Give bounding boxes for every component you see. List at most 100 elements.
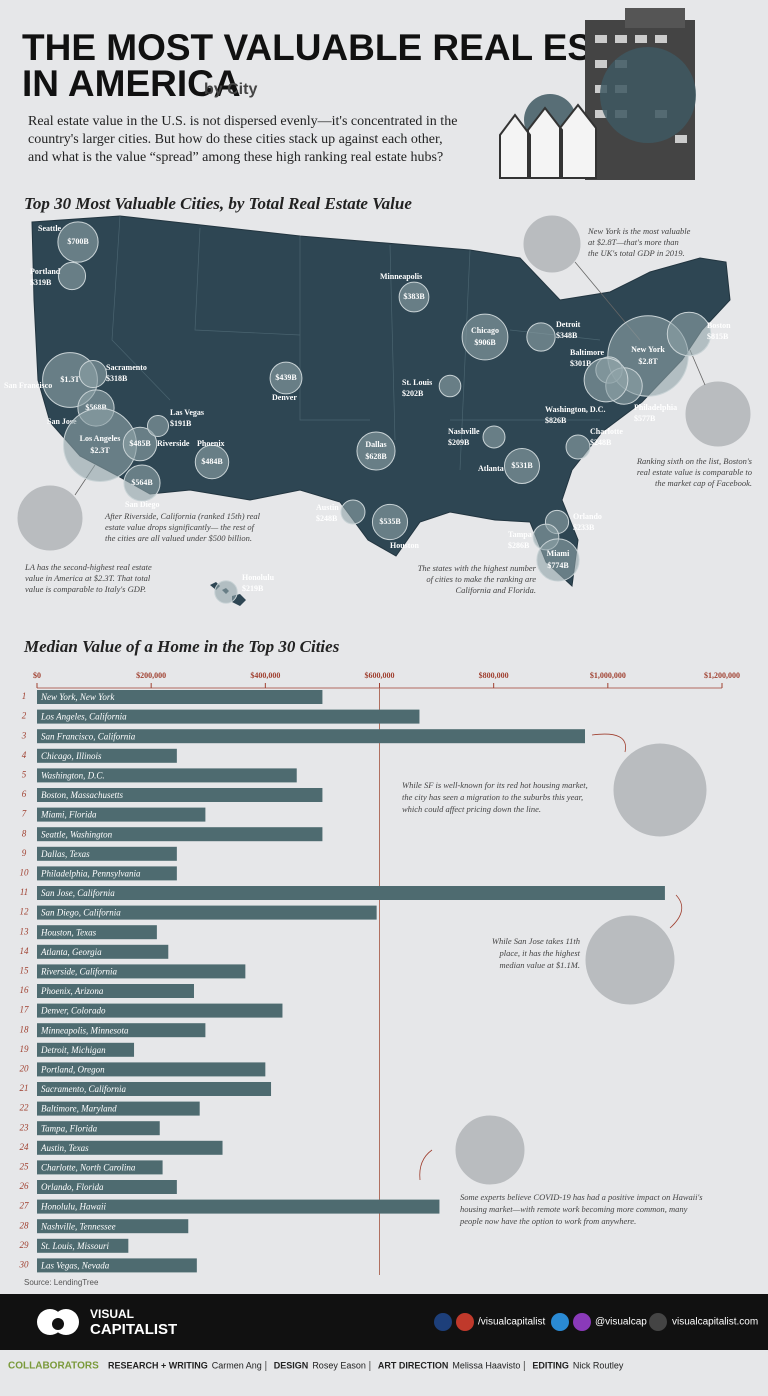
x-tick-label: $800,000	[479, 671, 509, 680]
rank: 7	[22, 809, 27, 819]
city-value: $383B	[403, 292, 425, 301]
city-value: $248B	[590, 438, 612, 447]
city-value: $826B	[545, 416, 567, 425]
x-tick-label: $1,000,000	[590, 671, 626, 680]
category-label: Boston, Massachusetts	[41, 790, 123, 800]
annotation: at $2.8T—that's more than	[588, 237, 679, 247]
credit-role: EDITING	[532, 1360, 569, 1370]
subtitle: by City	[204, 81, 257, 98]
bar	[37, 1258, 197, 1273]
social-link[interactable]: /visualcapitalist	[478, 1317, 545, 1328]
logo	[37, 1309, 79, 1335]
city-value: $348B	[556, 331, 578, 340]
title: IN AMERICA	[22, 63, 241, 104]
bar	[37, 1062, 266, 1077]
rank: 6	[22, 789, 27, 799]
bar	[37, 1180, 177, 1194]
annotation: After Riverside, California (ranked 15th…	[104, 511, 261, 521]
city-value: $319B	[30, 278, 52, 287]
city-bubble	[398, 281, 430, 313]
annotation: real estate value is comparable to	[637, 467, 752, 477]
social-link[interactable]: @visualcap	[595, 1317, 647, 1328]
category-label: Dallas, Texas	[40, 849, 90, 859]
category-label: Philadelphia, Pennsylvania	[40, 868, 141, 878]
bar	[37, 709, 420, 724]
bar	[37, 1003, 283, 1018]
rank: 16	[20, 985, 30, 995]
annotation: Ranking sixth on the list, Boston's	[636, 456, 753, 466]
credit-name: Nick Routley	[573, 1360, 624, 1370]
city-value: $233B	[573, 523, 595, 532]
rank: 20	[20, 1063, 30, 1073]
city-value: $906B	[474, 338, 496, 347]
city-name: Las Vegas	[170, 408, 204, 417]
rank: 25	[20, 1161, 30, 1171]
annotation: While SF is well-known for its red hot h…	[402, 780, 588, 790]
section-title: Median Value of a Home in the Top 30 Cit…	[23, 637, 340, 656]
city-name: Orlando	[573, 512, 602, 521]
facebook-icon[interactable]	[434, 1313, 452, 1331]
annotation: While San Jose takes 11th	[492, 936, 580, 946]
instagram-icon[interactable]	[573, 1313, 591, 1331]
city-bubble	[536, 538, 580, 582]
annotation: housing market—with remote work becoming…	[460, 1204, 688, 1214]
city-bubble	[461, 313, 509, 361]
annotation: the cities are all valued under $500 bil…	[105, 533, 252, 543]
category-label: San Diego, California	[41, 908, 121, 918]
city-bubble	[526, 322, 556, 352]
category-label: Nashville, Tennessee	[40, 1221, 116, 1231]
city-name: Philadelphia	[634, 403, 677, 412]
bar	[37, 846, 177, 861]
annotation: which could affect pricing down the line…	[402, 804, 541, 814]
rank: 22	[20, 1103, 30, 1113]
bar	[37, 1023, 206, 1038]
city-name: San Jose	[47, 417, 77, 426]
bar	[37, 1199, 440, 1214]
credit-role: RESEARCH + WRITING	[108, 1360, 208, 1370]
city-name: San Diego	[125, 500, 159, 509]
annotation: the UK's total GDP in 2019.	[588, 248, 685, 258]
rank: 4	[22, 750, 27, 760]
city-name: Tampa	[508, 530, 532, 539]
city-value: $774B	[547, 561, 569, 570]
city-value: $531B	[511, 461, 533, 470]
rank: 27	[20, 1201, 30, 1211]
annotation: place, it has the highest	[498, 948, 580, 958]
category-label: San Francisco, California	[41, 731, 136, 741]
bar	[37, 984, 194, 998]
city-name: Houston	[390, 541, 419, 550]
rank: 24	[20, 1142, 30, 1152]
category-label: Washington, D.C.	[41, 770, 105, 780]
annotation: estate value drops significantly— the re…	[105, 522, 256, 532]
category-label: Los Angeles, California	[40, 712, 127, 722]
city-value: $700B	[67, 237, 89, 246]
city-name: Charlotte	[590, 427, 623, 436]
social-link[interactable]: visualcapitalist.com	[672, 1317, 758, 1328]
city-value: $577B	[634, 414, 656, 423]
category-label: Detroit, Michigan	[40, 1045, 106, 1055]
city-name: St. Louis	[402, 378, 432, 387]
rank: 28	[20, 1220, 30, 1230]
annotation: Some experts believe COVID-19 has had a …	[460, 1192, 703, 1202]
rank: 1	[22, 691, 27, 701]
city-name: Riverside	[157, 439, 190, 448]
category-label: Atlanta, Georgia	[40, 947, 102, 957]
web-icon[interactable]	[649, 1313, 667, 1331]
city-bubble	[565, 434, 591, 460]
twitter-icon[interactable]	[551, 1313, 569, 1331]
credit-name: Carmen Ang	[212, 1360, 262, 1370]
city-name: Denver	[272, 393, 297, 402]
bar	[37, 768, 297, 783]
credits: RESEARCH + WRITING Carmen Ang DESIGN Rosey …	[108, 1360, 624, 1371]
footer-band	[0, 1294, 768, 1350]
bar	[37, 827, 323, 842]
rank: 8	[22, 828, 27, 838]
rank: 2	[22, 711, 27, 721]
city-value: $439B	[275, 373, 297, 382]
credit-name: Melissa Haavisto	[452, 1360, 520, 1370]
youtube-icon[interactable]	[456, 1313, 474, 1331]
annotation: The states with the highest number	[418, 563, 537, 573]
city-value: $219B	[242, 584, 264, 593]
city-bubble	[57, 261, 87, 291]
category-label: Minneapolis, Minnesota	[40, 1025, 129, 1035]
